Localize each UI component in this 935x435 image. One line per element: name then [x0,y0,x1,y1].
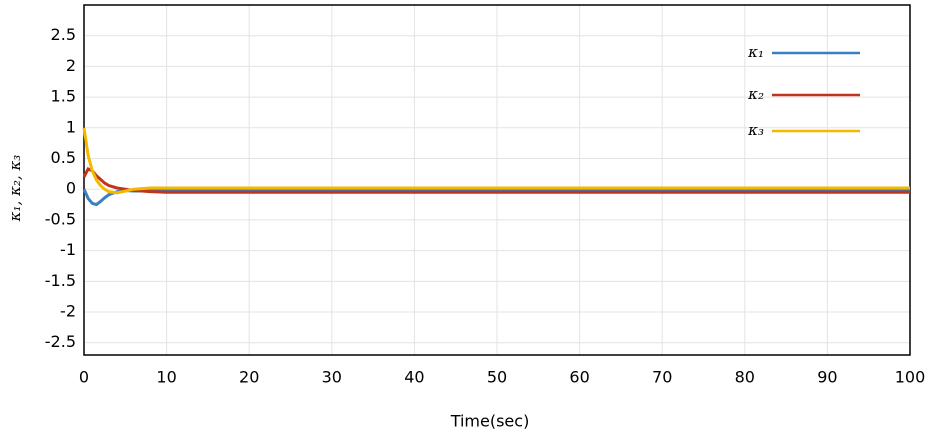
x-tick-label: 20 [239,368,259,387]
x-tick-label: 100 [895,368,926,387]
x-tick-label: 50 [487,368,507,387]
plot-frame [83,4,911,356]
y-axis-label: κ₁, κ₂, κ₃ [6,155,24,223]
x-tick-label: 60 [569,368,589,387]
legend-label: κ₁ [747,43,764,61]
y-tick-label: 2 [66,56,76,75]
y-tick-label: 0 [66,179,76,198]
x-tick-label: 30 [322,368,342,387]
y-tick-label: 2.5 [51,25,76,44]
legend-label: κ₂ [747,85,764,103]
y-tick-label: 1 [66,117,76,136]
x-axis-label: Time(sec) [450,412,530,431]
y-tick-label: -1.5 [45,271,76,290]
y-tick-label: -2 [60,302,76,321]
x-tick-label: 80 [735,368,755,387]
y-tick-label: -2.5 [45,332,76,351]
y-tick-label: -1 [60,240,76,259]
y-tick-label: 1.5 [51,87,76,106]
x-tick-label: 10 [156,368,176,387]
legend-label: κ₃ [747,121,764,139]
x-tick-label: 0 [79,368,89,387]
x-tick-label: 40 [404,368,424,387]
x-tick-label: 70 [652,368,672,387]
line-series [82,127,910,195]
y-tick-label: 0.5 [51,148,76,167]
y-tick-label: -0.5 [45,209,76,228]
x-tick-label: 90 [817,368,837,387]
